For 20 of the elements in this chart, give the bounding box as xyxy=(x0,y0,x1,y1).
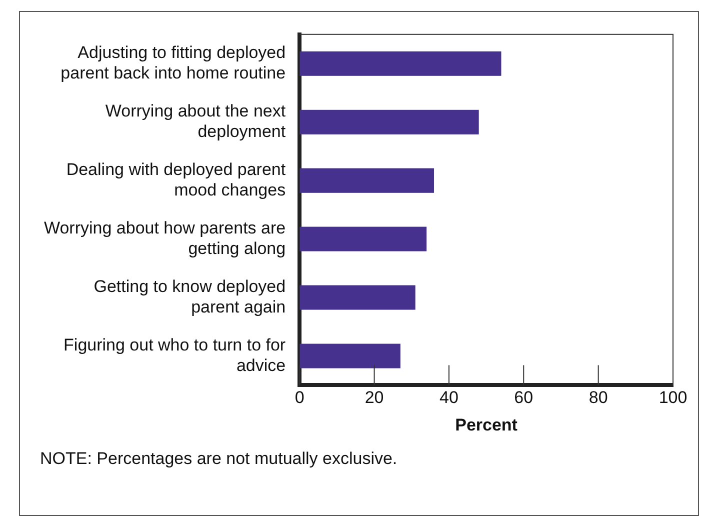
y-tick-label: Dealing with deployed parent mood changes xyxy=(66,160,286,200)
x-tick-label: 20 xyxy=(364,388,384,408)
y-tick-label: Adjusting to fitting deployed parent back into home routine xyxy=(60,43,286,83)
bar xyxy=(300,110,479,134)
bar xyxy=(300,344,400,368)
x-tick-label: 60 xyxy=(514,388,534,408)
bar xyxy=(300,226,427,252)
x-tick-label: 80 xyxy=(588,388,608,408)
y-tick-label: Worrying about the next deployment xyxy=(105,102,286,141)
y-tick-label: Worrying about how parents are getting along xyxy=(44,218,286,258)
x-tick-label: 0 xyxy=(294,388,304,408)
y-tick-label: Figuring out who to turn to for advice xyxy=(64,335,286,375)
x-tick-label: 40 xyxy=(439,388,458,408)
x-tick-label: 100 xyxy=(658,388,688,408)
x-axis-title: Percent xyxy=(455,415,518,434)
bar xyxy=(300,51,502,76)
text: NOTE: Percentages are not mutually exclusive. xyxy=(40,449,398,469)
y-tick-label: Getting to know deployed parent again xyxy=(94,276,286,316)
bar xyxy=(300,285,416,310)
bar xyxy=(300,168,434,193)
